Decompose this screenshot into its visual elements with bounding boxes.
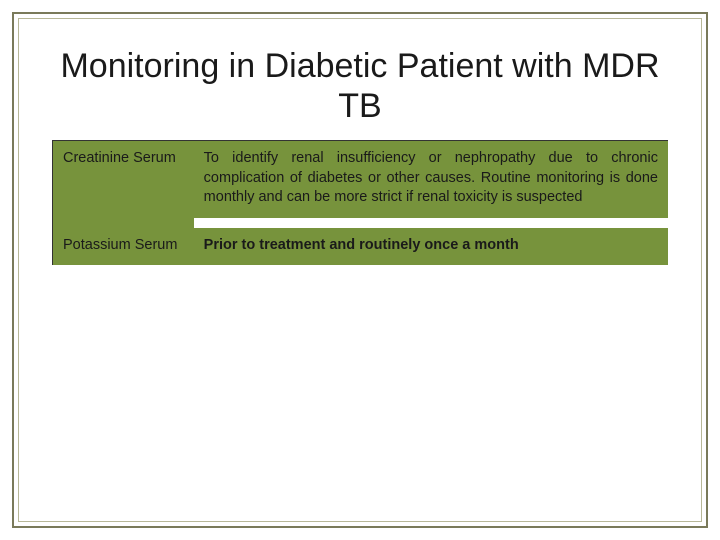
gap-left bbox=[52, 218, 194, 228]
table-row: Creatinine Serum To identify renal insuf… bbox=[52, 141, 668, 218]
table-row-gap bbox=[52, 218, 668, 228]
test-name-cell: Potassium Serum bbox=[52, 228, 194, 266]
table-row: Potassium Serum Prior to treatment and r… bbox=[52, 228, 668, 266]
test-name-cell: Creatinine Serum bbox=[52, 141, 194, 218]
test-desc-cell: Prior to treatment and routinely once a … bbox=[194, 228, 668, 266]
test-desc-cell: To identify renal insufficiency or nephr… bbox=[194, 141, 668, 218]
slide-title: Monitoring in Diabetic Patient with MDR … bbox=[52, 46, 668, 126]
gap-right bbox=[194, 218, 668, 228]
slide-content: Monitoring in Diabetic Patient with MDR … bbox=[18, 18, 702, 522]
monitoring-table: Creatinine Serum To identify renal insuf… bbox=[52, 140, 668, 265]
